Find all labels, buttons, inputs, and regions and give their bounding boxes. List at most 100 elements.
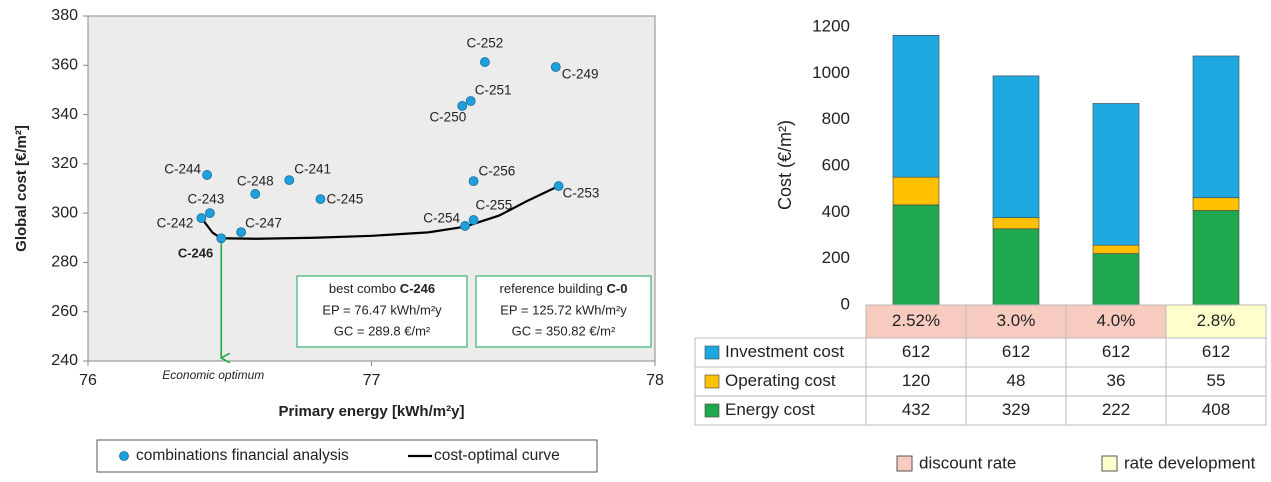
legend-label: discount rate (919, 453, 1016, 472)
data-point (468, 176, 479, 187)
table-value: 612 (1002, 342, 1030, 361)
point-label: C-243 (188, 192, 225, 207)
legend-label: rate development (1124, 453, 1256, 472)
table-cell (965, 366, 1067, 397)
bar-segment (1092, 253, 1140, 306)
data-point (550, 62, 561, 72)
x-tick-label: 78 (646, 372, 664, 389)
optimum-label: Economic optimum (162, 368, 264, 382)
info-box-title-bold: C-0 (607, 281, 628, 296)
row-label: Investment cost (725, 342, 844, 361)
table-cell (1165, 366, 1267, 397)
legend-label: combinations financial analysis (136, 447, 349, 464)
legend-label: cost-optimal curve (434, 447, 560, 464)
point-label: C-256 (479, 164, 516, 179)
data-point (196, 213, 207, 223)
info-box-title-bold: C-246 (400, 281, 435, 296)
category-label: 3.0% (997, 311, 1036, 330)
bar-segment (1192, 55, 1240, 199)
table-cell (1165, 337, 1267, 368)
data-point (205, 208, 215, 219)
info-box-line: EP = 76.47 kWh/m²y (322, 302, 442, 317)
point-label: C-245 (326, 192, 363, 207)
data-point (315, 194, 326, 204)
row-header-cell (694, 395, 867, 426)
category-label: 2.8% (1197, 311, 1236, 330)
info-box-title: best combo C-246 (329, 281, 435, 296)
data-point (468, 215, 479, 225)
bar-segment (1192, 197, 1240, 211)
row-label: Operating cost (725, 371, 836, 390)
point-label: C-250 (429, 110, 466, 125)
info-box-line: GC = 350.82 €/m² (512, 323, 616, 338)
y-tick-label: 360 (51, 57, 78, 74)
point-label: C-252 (467, 36, 504, 51)
table-cell (965, 395, 1067, 426)
table-value: 408 (1202, 400, 1230, 419)
data-point (236, 227, 246, 238)
row-label: Energy cost (725, 400, 815, 419)
y-tick-label: 280 (51, 254, 78, 271)
point-label: C-246 (178, 246, 213, 261)
data-point (479, 57, 490, 67)
data-point (553, 181, 564, 191)
category-label: 2.52% (892, 311, 940, 330)
point-label: C-244 (164, 162, 201, 177)
y-tick-label: 260 (51, 303, 78, 320)
bar-segment (892, 204, 940, 306)
point-label: C-255 (476, 198, 513, 213)
point-label: C-241 (294, 162, 331, 177)
legend-swatch (896, 455, 913, 472)
category-cell (1165, 304, 1267, 339)
y-tick-label: 1200 (812, 16, 850, 35)
data-point (284, 175, 295, 186)
table-value: 48 (1007, 371, 1026, 390)
y-tick-label: 240 (51, 352, 78, 369)
y-tick-label: 320 (51, 155, 78, 172)
table-cell (865, 395, 967, 426)
y-tick-label: 600 (822, 155, 850, 174)
data-point (202, 170, 212, 180)
table-value: 36 (1107, 371, 1126, 390)
data-point (250, 189, 261, 199)
info-box-title-text: best combo (329, 281, 396, 296)
y-tick-label: 380 (51, 7, 78, 24)
table-value: 612 (1202, 342, 1230, 361)
y-tick-label: 1000 (812, 63, 850, 82)
row-swatch (704, 403, 720, 418)
legend-swatch (1101, 455, 1118, 472)
table-value: 222 (1102, 400, 1130, 419)
point-label: C-242 (157, 216, 194, 231)
point-label: C-253 (563, 186, 600, 201)
table-cell (1165, 395, 1267, 426)
info-box-line: EP = 125.72 kWh/m²y (500, 302, 627, 317)
point-label: C-254 (423, 211, 460, 226)
point-label: C-247 (245, 216, 282, 231)
table-value: 432 (902, 400, 930, 419)
x-tick-label: 77 (363, 372, 381, 389)
legend-marker (119, 451, 129, 461)
bar-segment (1192, 210, 1240, 306)
info-box (296, 275, 468, 348)
data-point (216, 233, 227, 244)
y-tick-label: 0 (841, 294, 850, 313)
data-point (457, 101, 468, 111)
bar-segment (892, 35, 940, 178)
y-tick-label: 340 (51, 106, 78, 123)
info-box (475, 275, 652, 348)
bar-segment (992, 75, 1040, 218)
x-tick-label: 76 (79, 372, 97, 389)
bar-segment (1092, 244, 1140, 254)
x-axis-label: Primary energy [kWh/m²y] (279, 403, 465, 420)
table-value: 612 (1102, 342, 1130, 361)
bar-segment (992, 228, 1040, 306)
row-header-cell (694, 366, 867, 397)
point-label: C-251 (475, 83, 512, 98)
y-tick-label: 400 (822, 202, 850, 221)
y-axis-label: Global cost [€/m²] (13, 125, 30, 252)
bar-segment (992, 217, 1040, 230)
data-point (460, 221, 470, 231)
legend (96, 439, 598, 473)
info-box-title: reference building C-0 (500, 281, 628, 296)
y-tick-label: 800 (822, 109, 850, 128)
